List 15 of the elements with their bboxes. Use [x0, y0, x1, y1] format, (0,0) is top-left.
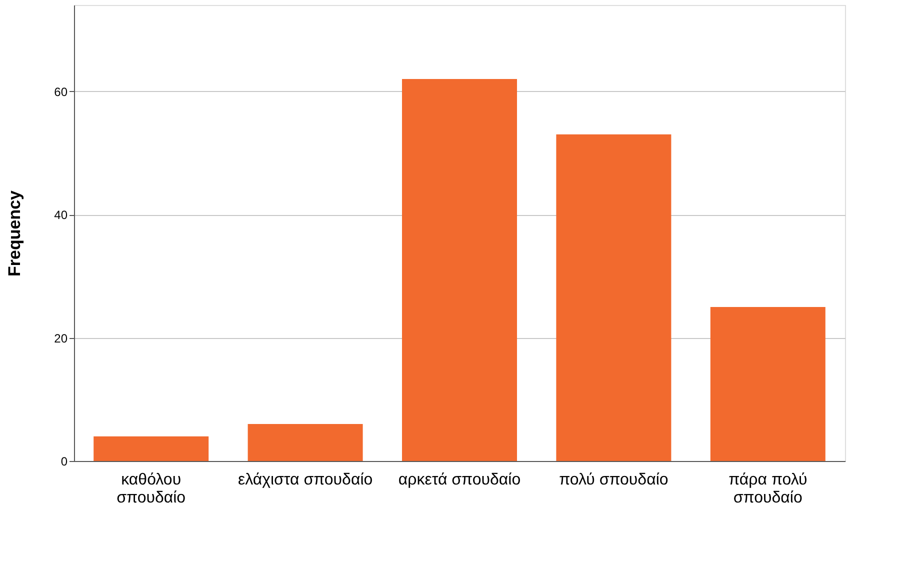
y-tick-label: 20 [54, 331, 68, 346]
bar [556, 134, 672, 461]
y-tick-label: 0 [60, 454, 68, 468]
y-tick-label: 40 [54, 208, 68, 222]
bar [710, 306, 826, 461]
bar [248, 424, 363, 461]
y-tick-label: 60 [54, 84, 68, 99]
x-tick-label: ελάχιστα σπουδαίο [238, 472, 373, 488]
y-axis-title: Frequency [5, 190, 24, 276]
x-tick-label: καθόλου σπουδαίο [116, 472, 186, 506]
x-tick-label: πάρα πολύ σπουδαίο [728, 472, 808, 506]
bar [402, 78, 517, 461]
x-tick-label: αρκετά σπουδαίο [398, 472, 521, 488]
bar [94, 436, 209, 461]
x-tick-label: πολύ σπουδαίο [559, 472, 668, 488]
